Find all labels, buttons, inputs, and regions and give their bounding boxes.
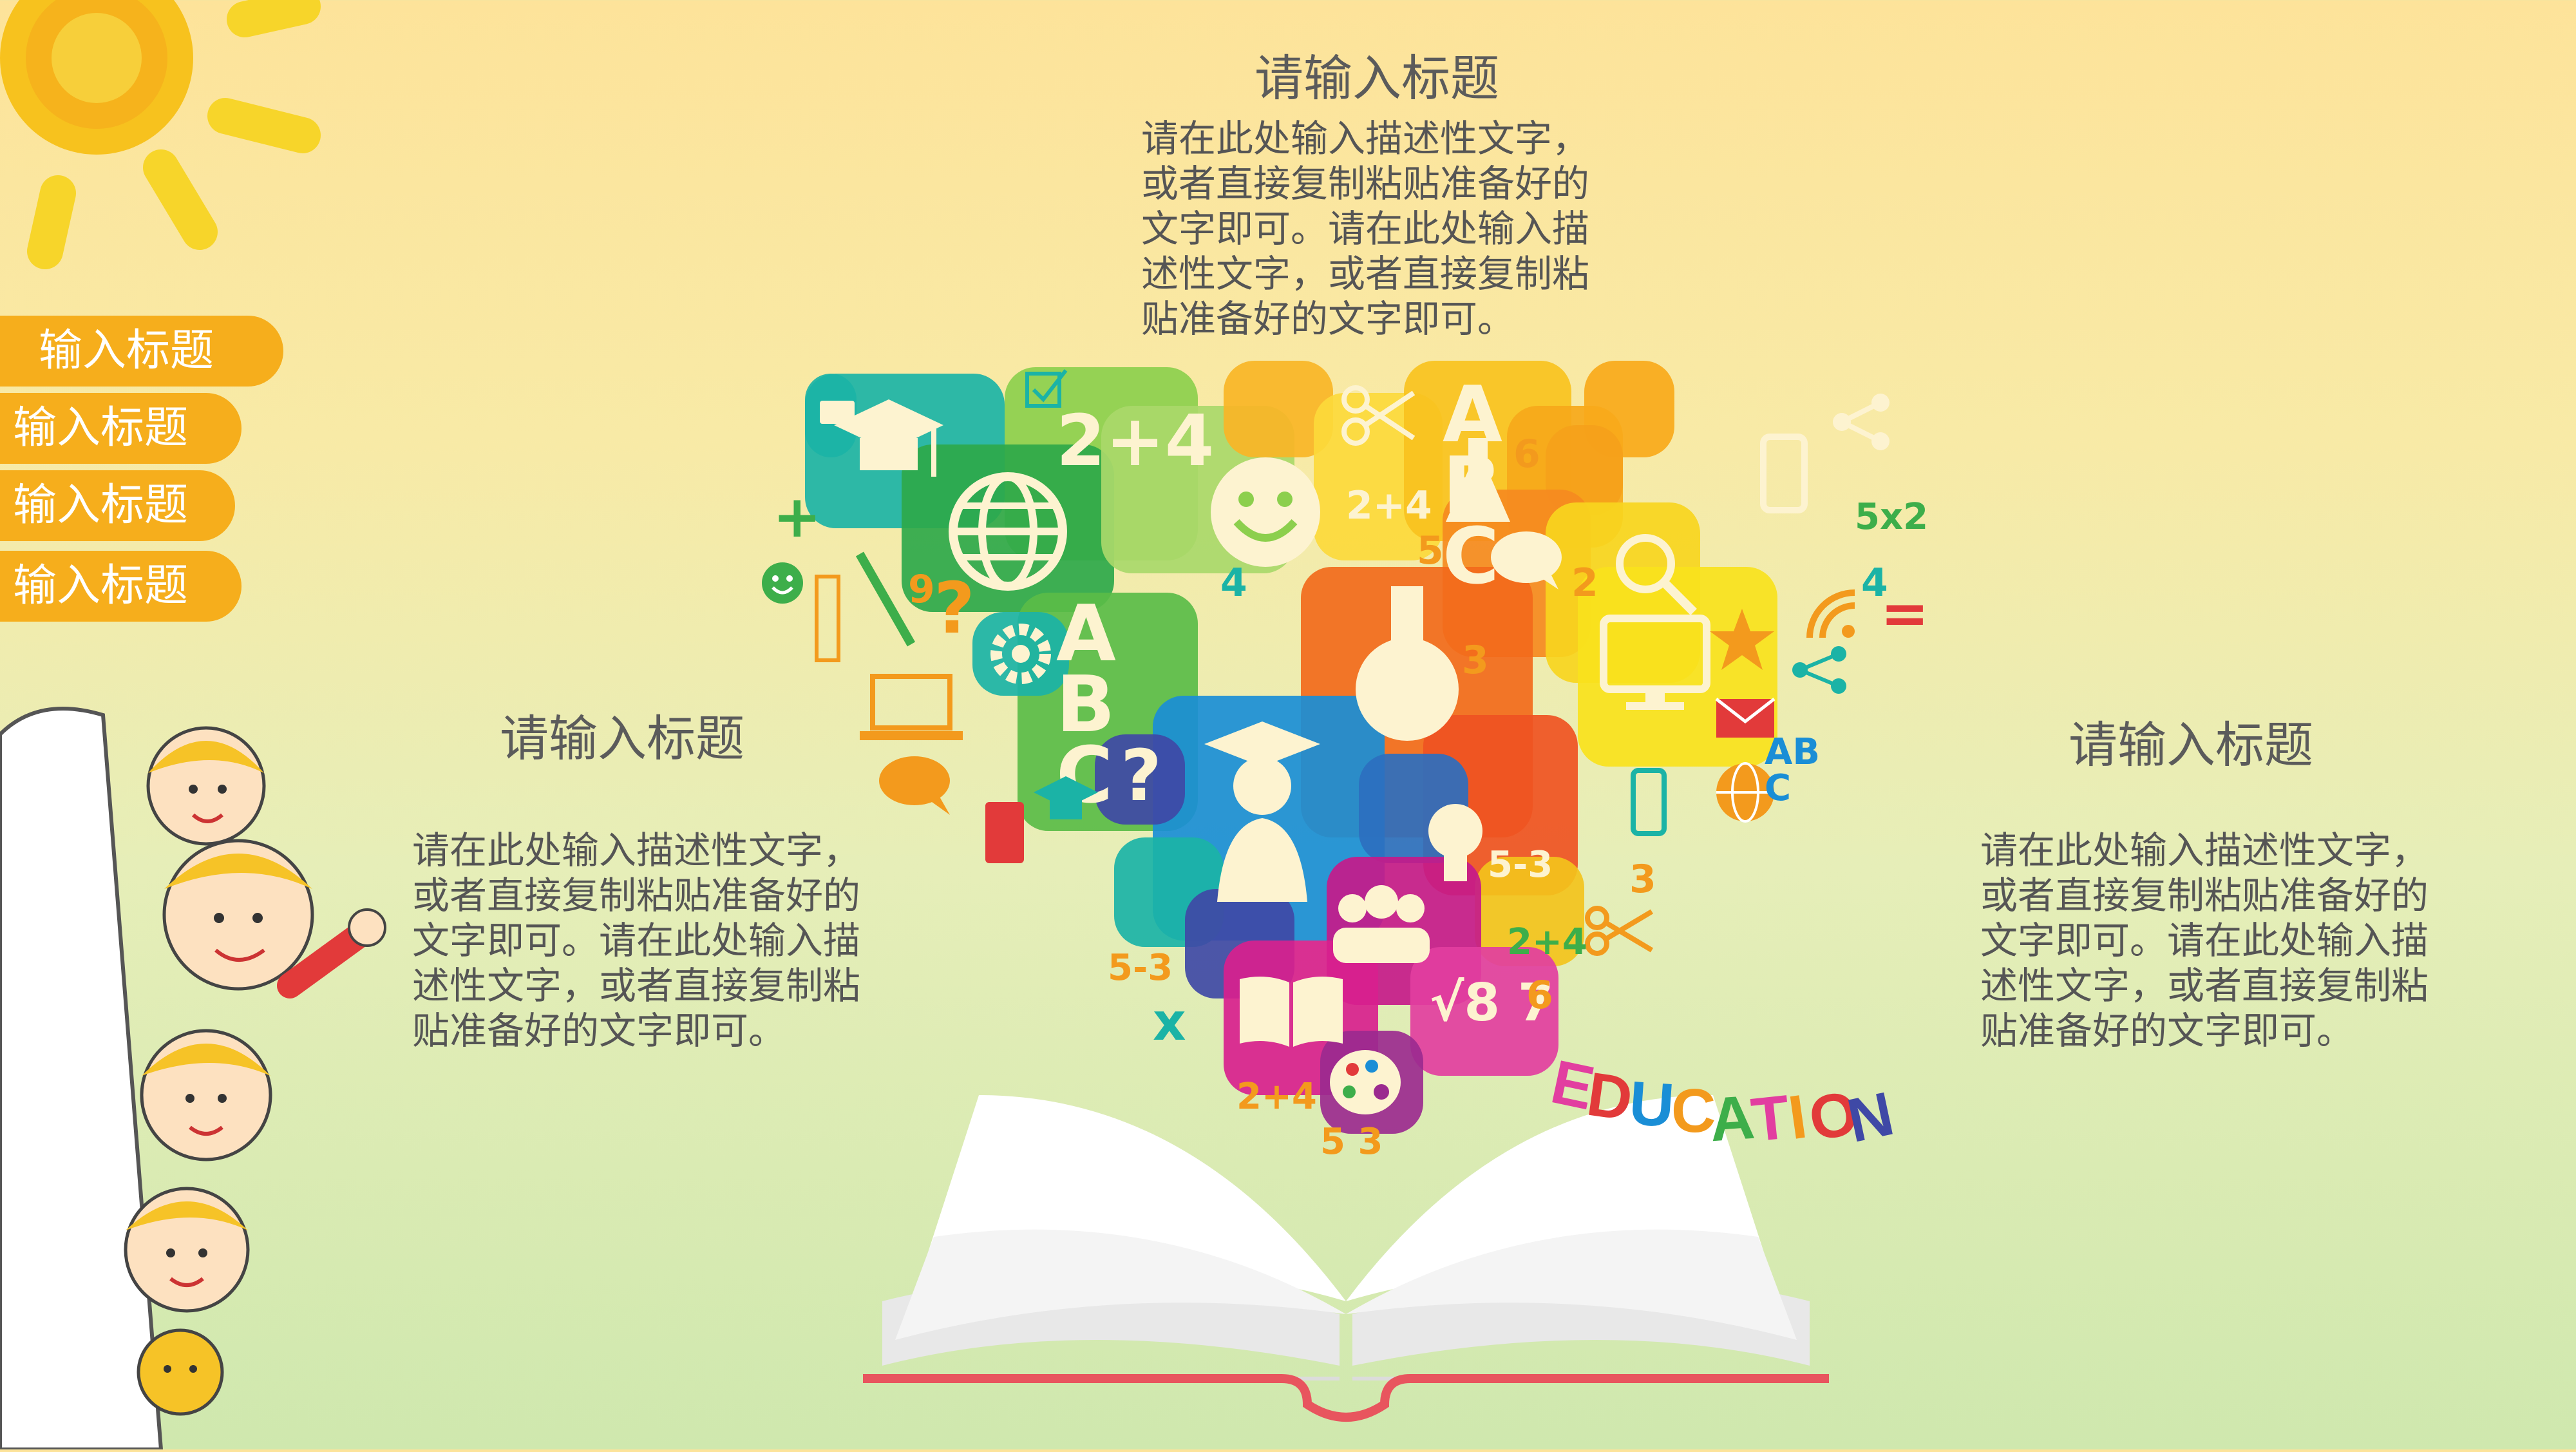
education-word: E D U C A T I O N bbox=[1546, 1047, 1900, 1156]
mul-label: 5x2 bbox=[1855, 496, 1929, 538]
people-icon bbox=[1333, 885, 1430, 963]
sum-label: 2+4 bbox=[1507, 921, 1587, 963]
share-icon bbox=[1792, 646, 1846, 694]
number-label: 4 bbox=[1220, 560, 1247, 606]
nav-item-2[interactable]: 输入标题 bbox=[0, 393, 242, 464]
right-description: 请在此处输入描述性文字， 或者直接复制粘贴准备好的 文字即可。请在此处输入描 述… bbox=[1980, 828, 2429, 1053]
number-label: 5 3 bbox=[1320, 1121, 1383, 1163]
number-label: 3 bbox=[1462, 638, 1489, 683]
mobile-phone-icon bbox=[1760, 434, 1808, 513]
nav-item-3[interactable]: 输入标题 bbox=[0, 470, 235, 541]
scissors-icon bbox=[1341, 385, 1416, 446]
nav-item-1[interactable]: 输入标题 bbox=[0, 316, 283, 387]
magnifier-icon bbox=[1616, 534, 1697, 615]
edu-letter: C bbox=[1671, 1076, 1716, 1145]
left-description: 请在此处输入描述性文字， 或者直接复制粘贴准备好的 文字即可。请在此处输入描 述… bbox=[412, 828, 861, 1053]
nav-item-label: 输入标题 bbox=[13, 480, 189, 531]
open-book-illustration bbox=[857, 1044, 1835, 1443]
lightbulb-icon bbox=[1428, 804, 1482, 881]
briefcase-icon bbox=[820, 401, 855, 424]
smiley-icon bbox=[1211, 457, 1320, 567]
number-label: 2 bbox=[1571, 560, 1598, 606]
wifi-icon bbox=[1806, 589, 1855, 638]
sum-label: 2+4 bbox=[1056, 399, 1215, 482]
right-title: 请输入标题 bbox=[2069, 716, 2313, 774]
number-label: 3 bbox=[1629, 857, 1656, 902]
nav-item-4[interactable]: 输入标题 bbox=[0, 551, 242, 622]
minus-label: 5-3 bbox=[1488, 844, 1553, 886]
sqrt-label: √8 7 bbox=[1430, 973, 1554, 1033]
left-title: 请输入标题 bbox=[500, 710, 744, 767]
star-icon bbox=[1710, 609, 1774, 670]
top-description: 请在此处输入描述性文字， 或者直接复制粘贴准备好的 文字即可。请在此处输入描 述… bbox=[1141, 117, 1590, 341]
number-label: 6 bbox=[1526, 973, 1553, 1018]
sum-label: 2+4 bbox=[1346, 483, 1432, 528]
globe-icon bbox=[949, 472, 1067, 591]
edu-letter: U bbox=[1627, 1068, 1677, 1141]
book-icon bbox=[1240, 977, 1343, 1047]
teacher-icon bbox=[1204, 721, 1320, 902]
palette-icon bbox=[1330, 1050, 1401, 1114]
question-label: ? bbox=[1121, 734, 1162, 817]
nav-item-label: 输入标题 bbox=[13, 403, 189, 454]
scissors-icon bbox=[1585, 906, 1654, 956]
nav-item-label: 输入标题 bbox=[39, 325, 214, 376]
envelope-icon bbox=[1715, 698, 1776, 738]
flask-icon bbox=[985, 802, 1024, 863]
flask-icon bbox=[1446, 438, 1510, 522]
question-symbol: ? bbox=[934, 567, 975, 649]
globe-icon bbox=[1716, 762, 1774, 823]
abc-label: ABC bbox=[1765, 731, 1821, 809]
top-title: 请输入标题 bbox=[1255, 50, 1499, 107]
monitor-icon bbox=[1600, 615, 1710, 710]
mobile-phone-icon bbox=[1631, 768, 1667, 836]
number-label: 4 bbox=[1861, 560, 1888, 606]
smiley-icon bbox=[762, 562, 803, 604]
sun-icon bbox=[0, 0, 335, 271]
chat-bubble-icon bbox=[1491, 531, 1562, 589]
chat-bubble-icon bbox=[879, 756, 950, 815]
ruler-icon bbox=[815, 575, 840, 662]
education-tiles: 2+4 2+4 ABC ABC ? √8 7 5-3 bbox=[760, 354, 1929, 1163]
laptop-icon bbox=[860, 674, 963, 740]
times-symbol: x bbox=[1153, 992, 1186, 1052]
plus-symbol: + bbox=[773, 483, 822, 551]
number-label: 9 bbox=[908, 567, 935, 612]
number-label: 5 bbox=[1417, 528, 1444, 573]
minus-label: 5-3 bbox=[1108, 947, 1173, 989]
nav-item-label: 输入标题 bbox=[13, 560, 189, 611]
gear-icon bbox=[990, 624, 1051, 684]
sum-label: 2+4 bbox=[1236, 1076, 1317, 1118]
abc-label: ABC bbox=[1056, 589, 1116, 821]
graduation-cap-icon bbox=[1034, 776, 1098, 819]
share-icon bbox=[1833, 394, 1889, 450]
check-box-icon bbox=[1025, 369, 1068, 408]
kids-illustration bbox=[0, 696, 399, 1451]
graduation-cap-icon bbox=[834, 399, 943, 477]
number-label: 6 bbox=[1513, 432, 1540, 477]
flask-icon bbox=[1356, 586, 1459, 741]
equals-symbol: = bbox=[1880, 580, 1929, 647]
pencil-icon bbox=[855, 551, 916, 647]
